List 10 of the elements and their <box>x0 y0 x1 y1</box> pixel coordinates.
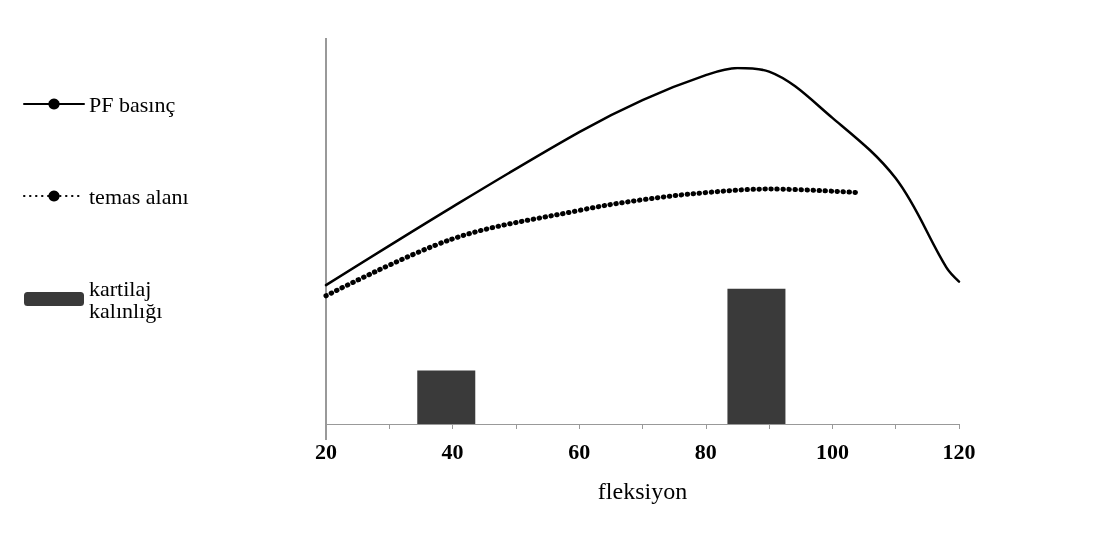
legend-label: PF basınç <box>89 91 176 117</box>
legend-label: kartilaj kalınlığı <box>89 275 163 323</box>
x-tick-label: 120 <box>942 438 976 464</box>
x-axis-title: fleksiyon <box>597 478 688 504</box>
x-tick-label: 60 <box>568 438 591 464</box>
x-tick-label: 20 <box>315 438 337 464</box>
x-tick-label: 100 <box>815 438 849 464</box>
x-tick-label: 80 <box>694 438 717 464</box>
x-tick-label: 40 <box>441 438 464 464</box>
legend-label: temas alanı <box>89 183 189 209</box>
